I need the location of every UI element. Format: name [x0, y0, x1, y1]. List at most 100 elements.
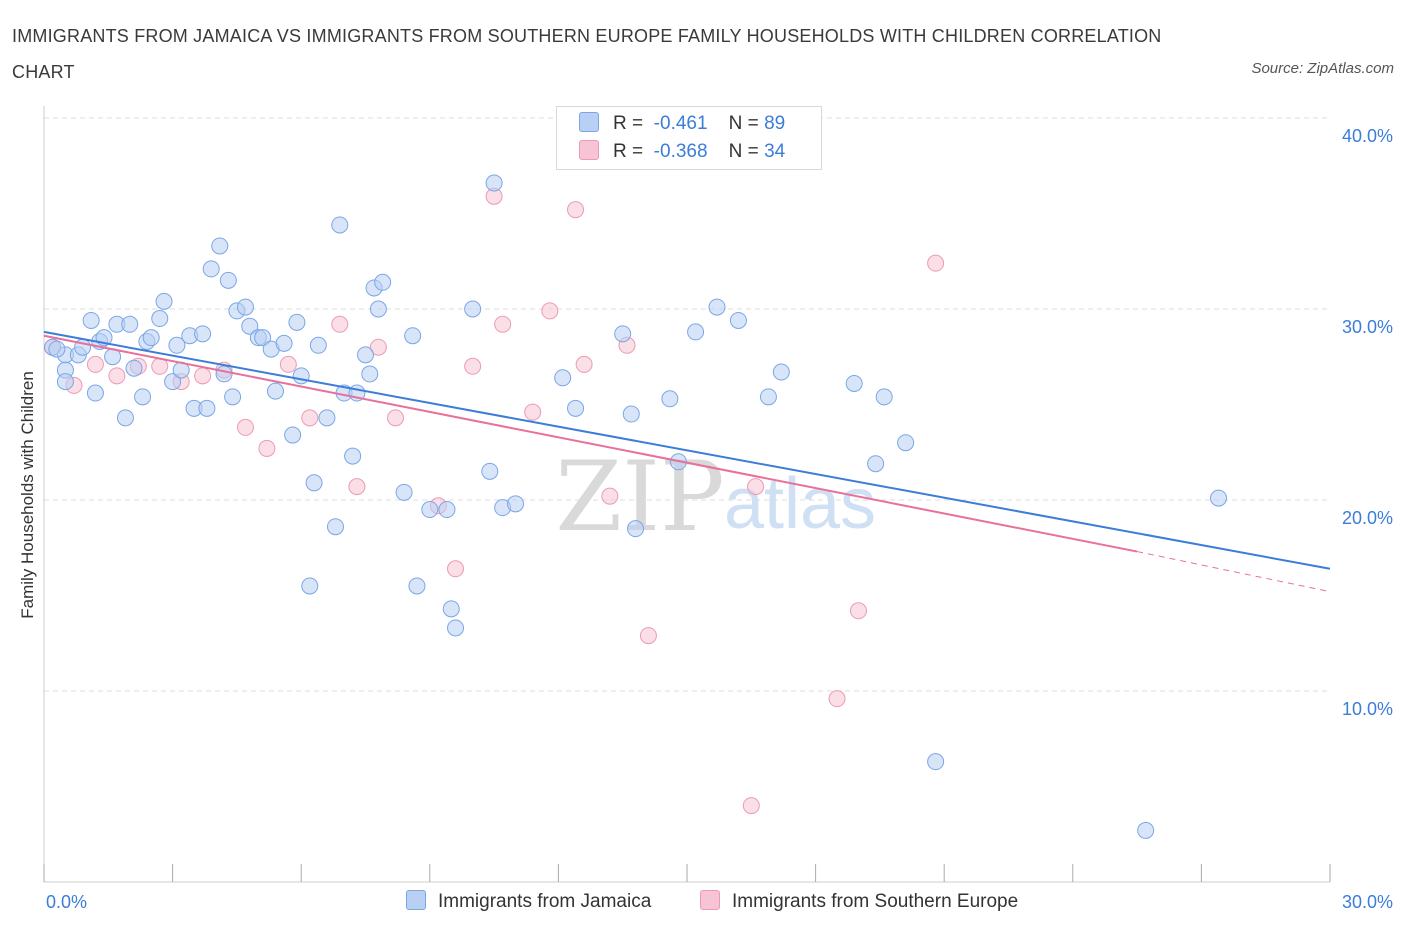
point-jamaica	[116, 409, 134, 427]
point-jamaica	[485, 174, 503, 192]
point-jamaica	[331, 216, 349, 234]
chart-title: IMMIGRANTS FROM JAMAICA VS IMMIGRANTS FR…	[12, 26, 1162, 82]
point-southern-europe	[601, 487, 619, 505]
point-jamaica	[275, 334, 293, 352]
point-jamaica	[442, 600, 460, 618]
point-jamaica	[134, 388, 152, 406]
point-jamaica	[155, 292, 173, 310]
point-jamaica	[236, 298, 254, 316]
point-southern-europe	[575, 355, 593, 373]
legend-swatch-blue	[406, 890, 426, 910]
point-jamaica	[481, 462, 499, 480]
y-tick-label: 40.0%	[1342, 126, 1393, 146]
axes	[43, 106, 1331, 883]
y-tick-label: 30.0%	[1342, 317, 1393, 337]
n-value-jamaica: 89	[764, 113, 786, 134]
x-tick-label-right: 30.0%	[1342, 892, 1393, 912]
point-jamaica	[614, 325, 632, 343]
point-southern-europe	[464, 357, 482, 375]
point-jamaica	[404, 327, 422, 345]
point-jamaica	[374, 273, 392, 291]
point-jamaica	[567, 399, 585, 417]
r-label: R =	[613, 141, 644, 162]
source-note: Source: ZipAtlas.com	[1251, 60, 1394, 77]
point-jamaica	[554, 369, 572, 387]
y-tick-label: 20.0%	[1342, 508, 1393, 528]
point-jamaica	[729, 311, 747, 329]
trendline-southern-europe-extension	[1136, 551, 1331, 593]
point-jamaica	[361, 365, 379, 383]
point-southern-europe	[747, 478, 765, 496]
point-southern-europe	[279, 355, 297, 373]
point-jamaica	[219, 271, 237, 289]
point-jamaica	[369, 300, 387, 318]
point-jamaica	[408, 577, 426, 595]
point-jamaica	[241, 317, 259, 335]
x-tick-label-left: 0.0%	[46, 892, 87, 912]
point-jamaica	[687, 323, 705, 341]
stats-legend: R = -0.461 N = 89 R = -0.368 N = 34	[556, 106, 822, 170]
stats-legend-row-southern-europe: R = -0.368 N = 34	[579, 139, 785, 165]
legend-swatch-blue	[579, 112, 599, 132]
n-label: N =	[728, 113, 759, 134]
point-jamaica	[254, 329, 272, 347]
point-southern-europe	[639, 627, 657, 645]
trend-lines	[43, 330, 1331, 593]
point-jamaica	[301, 577, 319, 595]
point-southern-europe	[331, 315, 349, 333]
legend-label-jamaica: Immigrants from Jamaica	[438, 891, 652, 912]
point-jamaica	[344, 447, 362, 465]
stats-legend-row-jamaica: R = -0.461 N = 89	[579, 111, 785, 137]
point-jamaica	[867, 455, 885, 473]
point-jamaica	[326, 518, 344, 536]
point-jamaica	[288, 313, 306, 331]
legend-label-southern-europe: Immigrants from Southern Europe	[732, 891, 1019, 912]
n-value-southern-europe: 34	[764, 141, 786, 162]
r-label: R =	[613, 113, 644, 134]
trendline-southern-europe	[43, 334, 1138, 553]
point-southern-europe	[541, 302, 559, 320]
point-southern-europe	[494, 315, 512, 333]
watermark-zip: ZIP	[555, 441, 724, 553]
point-jamaica	[627, 520, 645, 538]
point-jamaica	[292, 367, 310, 385]
point-southern-europe	[348, 478, 366, 496]
grid-lines	[44, 117, 1330, 692]
point-jamaica	[125, 359, 143, 377]
point-southern-europe	[927, 254, 945, 272]
point-jamaica	[622, 405, 640, 423]
y-tick-label: 10.0%	[1342, 699, 1393, 719]
point-jamaica	[151, 310, 169, 328]
n-label: N =	[728, 141, 759, 162]
legend-swatch-pink	[700, 890, 720, 910]
point-jamaica	[421, 501, 439, 519]
point-jamaica	[772, 363, 790, 381]
point-jamaica	[194, 325, 212, 343]
watermark-atlas: atlas	[724, 464, 876, 544]
legend-swatch-pink	[579, 140, 599, 160]
point-jamaica	[845, 374, 863, 392]
point-southern-europe	[369, 338, 387, 356]
point-southern-europe	[258, 439, 276, 457]
point-jamaica	[1210, 489, 1228, 507]
point-jamaica	[759, 388, 777, 406]
point-jamaica	[447, 619, 465, 637]
point-jamaica	[927, 753, 945, 771]
point-jamaica	[464, 300, 482, 318]
point-jamaica	[708, 298, 726, 316]
point-jamaica	[82, 311, 100, 329]
points-jamaica	[44, 174, 1228, 839]
point-jamaica	[142, 329, 160, 347]
point-jamaica	[395, 483, 413, 501]
point-jamaica	[202, 260, 220, 278]
point-southern-europe	[828, 690, 846, 708]
point-southern-europe	[524, 403, 542, 421]
point-southern-europe	[447, 560, 465, 578]
point-jamaica	[318, 409, 336, 427]
point-southern-europe	[742, 797, 760, 815]
point-southern-europe	[236, 418, 254, 436]
point-jamaica	[198, 399, 216, 417]
point-jamaica	[875, 388, 893, 406]
point-jamaica	[48, 340, 66, 358]
r-value-jamaica: -0.461	[653, 113, 708, 134]
